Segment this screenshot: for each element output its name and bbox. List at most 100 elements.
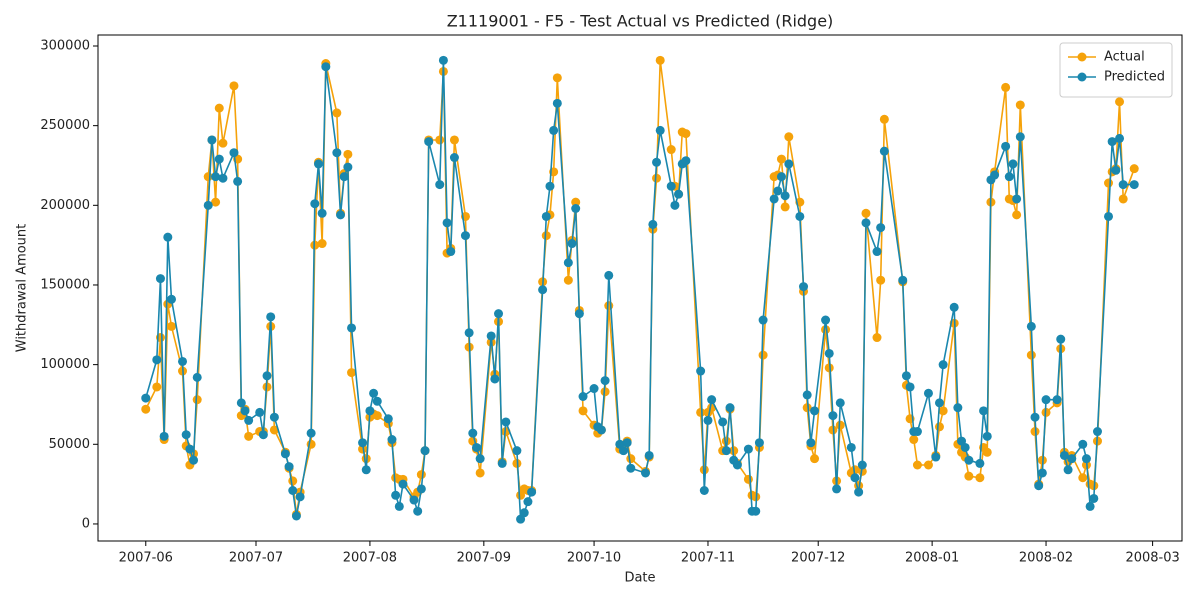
legend-marker	[1077, 52, 1087, 62]
point	[824, 363, 834, 373]
point	[780, 191, 790, 201]
point	[696, 407, 706, 417]
point	[471, 442, 481, 452]
point	[1063, 465, 1073, 475]
point	[905, 382, 915, 392]
point	[571, 203, 581, 213]
point	[1067, 454, 1077, 464]
point	[1085, 501, 1095, 511]
x-tick-label: 2007-06	[119, 551, 173, 566]
point	[284, 462, 294, 472]
point	[358, 438, 368, 448]
point	[648, 219, 658, 229]
point	[681, 129, 691, 139]
point	[266, 312, 276, 322]
point	[1026, 350, 1036, 360]
point	[163, 232, 173, 242]
point	[501, 417, 511, 427]
point	[1092, 427, 1102, 437]
point	[644, 450, 654, 460]
point	[229, 148, 239, 158]
point	[982, 447, 992, 457]
x-tick-label: 2008-03	[1125, 551, 1179, 566]
point	[960, 442, 970, 452]
point	[754, 438, 764, 448]
x-axis-label: Date	[624, 571, 655, 586]
point	[541, 231, 551, 241]
point	[821, 325, 831, 335]
point	[155, 274, 165, 284]
point	[857, 466, 867, 476]
point	[413, 506, 423, 516]
point	[310, 199, 320, 209]
point	[743, 444, 753, 454]
point	[464, 328, 474, 338]
point	[784, 132, 794, 142]
point	[964, 455, 974, 465]
x-tick-label: 2007-11	[681, 551, 735, 566]
point	[438, 55, 448, 65]
point	[563, 258, 573, 268]
point	[780, 202, 790, 212]
point	[604, 270, 614, 280]
point	[552, 73, 562, 83]
point	[975, 473, 985, 483]
point	[725, 403, 735, 413]
point	[398, 479, 408, 489]
y-tick-label: 250000	[40, 118, 90, 133]
point	[229, 81, 239, 91]
point	[207, 135, 217, 145]
x-tick-label: 2008-02	[1019, 551, 1073, 566]
point	[541, 211, 551, 221]
point	[185, 444, 195, 454]
point	[189, 455, 199, 465]
point	[901, 371, 911, 381]
x-tick-label: 2007-07	[229, 551, 283, 566]
point	[255, 407, 265, 417]
point	[336, 210, 346, 220]
point	[795, 211, 805, 221]
point	[876, 275, 886, 285]
point	[295, 492, 305, 502]
point	[152, 382, 162, 392]
point	[549, 125, 559, 135]
point	[604, 301, 614, 311]
point	[313, 159, 323, 169]
point	[784, 159, 794, 169]
point	[494, 309, 504, 319]
point	[1012, 210, 1022, 220]
point	[990, 170, 1000, 180]
point	[383, 414, 393, 424]
point	[1129, 164, 1139, 174]
point	[571, 197, 581, 207]
point	[361, 465, 371, 475]
point	[1012, 194, 1022, 204]
point	[1001, 141, 1011, 151]
point	[424, 137, 434, 147]
point	[446, 247, 456, 257]
point	[343, 149, 353, 159]
point	[519, 508, 529, 518]
point	[416, 484, 426, 494]
point	[574, 309, 584, 319]
point	[861, 208, 871, 218]
point	[387, 435, 397, 445]
point	[758, 315, 768, 325]
point	[552, 98, 562, 108]
point	[545, 181, 555, 191]
point	[641, 468, 651, 478]
point	[912, 427, 922, 437]
point	[181, 430, 191, 440]
point	[288, 485, 298, 495]
point	[1078, 439, 1088, 449]
point	[358, 444, 368, 454]
point	[912, 460, 922, 470]
point	[578, 406, 588, 416]
point	[214, 154, 224, 164]
point	[563, 275, 573, 285]
point	[934, 422, 944, 432]
point	[240, 406, 250, 416]
point	[449, 135, 459, 145]
point	[317, 239, 327, 249]
